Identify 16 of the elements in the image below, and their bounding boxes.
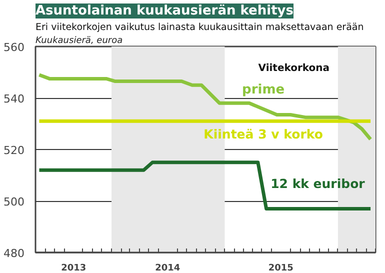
series-label: prime xyxy=(242,82,285,98)
chart-title: Asuntolainan kuukausierän kehitys xyxy=(36,4,294,18)
y-tick-label: 540 xyxy=(4,92,25,106)
legend-title: Viitekorkona xyxy=(258,63,330,74)
y-tick-label: 520 xyxy=(4,144,25,157)
series-label: Kiinteä 3 v korko xyxy=(204,126,324,142)
line-series xyxy=(37,73,372,141)
chart-subtitle: Eri viitekorkojen vaikutus lainasta kuukausittain maksettavaan erään xyxy=(36,22,364,33)
x-tick-label: 2015 xyxy=(268,264,294,273)
x-tick-label: 2013 xyxy=(61,264,86,273)
y-tick-label: 560 xyxy=(4,41,25,54)
series-label: 12 kk euribor xyxy=(270,176,366,192)
y-tick-label: 480 xyxy=(4,247,25,260)
x-tick-label: 2014 xyxy=(155,264,180,273)
y-axis-title: Kuukausierä, euroa xyxy=(36,36,123,46)
y-tick-label: 500 xyxy=(4,196,25,208)
